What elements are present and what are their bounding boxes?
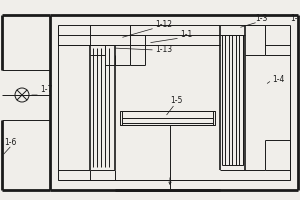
Bar	[120, 111, 215, 125]
Text: 1-12: 1-12	[155, 20, 172, 29]
Text: 1-13: 1-13	[155, 45, 172, 54]
Text: 1-5: 1-5	[170, 96, 182, 105]
Text: 1-1: 1-1	[180, 30, 192, 39]
Text: 1-4: 1-4	[272, 75, 284, 84]
Text: 1-7: 1-7	[40, 85, 52, 94]
Text: 1-: 1-	[290, 14, 298, 23]
Text: 1-6: 1-6	[4, 138, 16, 147]
Text: 1-3: 1-3	[255, 14, 267, 23]
Circle shape	[15, 88, 29, 102]
